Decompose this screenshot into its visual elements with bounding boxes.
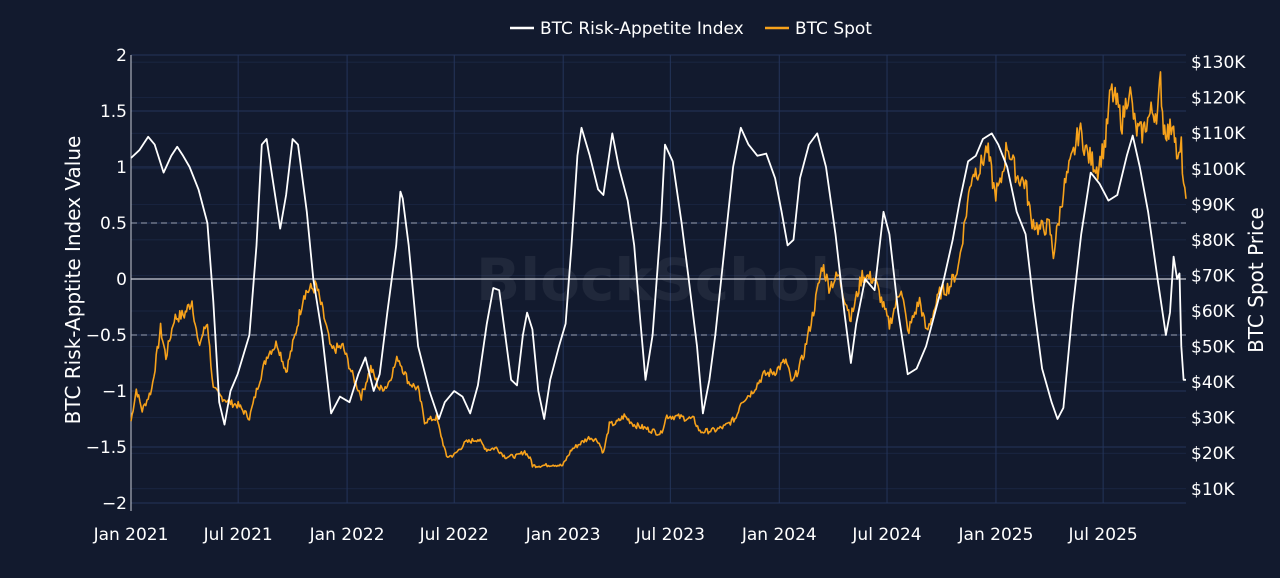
risk-appetite-index-line	[130, 126, 1186, 426]
right-tick-label: $50K	[1191, 338, 1235, 358]
left-tick-label: −2	[102, 494, 127, 514]
series-layer	[130, 71, 1187, 469]
left-tick-label: 1.5	[100, 102, 127, 122]
x-tick-label: Jan 2021	[93, 525, 169, 545]
x-tick-label: Jul 2022	[419, 525, 489, 545]
right-tick-label: $30K	[1191, 409, 1235, 429]
x-tick-label: Jan 2023	[525, 525, 601, 545]
left-axis-title: BTC Risk-Apptite Index Value	[61, 136, 85, 425]
reference-lines	[131, 222, 1186, 336]
x-tick-label: Jan 2025	[958, 525, 1034, 545]
right-tick-label: $130K	[1191, 53, 1246, 73]
left-tick-label: −1	[102, 382, 127, 402]
left-tick-label: −1.5	[86, 438, 127, 458]
left-tick-label: −0.5	[86, 326, 127, 346]
x-axis-ticks: Jan 2021 Jul 2021 Jan 2022 Jul 2022 Jan 2023…	[93, 525, 1138, 545]
x-tick-label: Jul 2024	[851, 525, 921, 545]
right-tick-label: $20K	[1191, 444, 1235, 464]
right-axis-ticks: $130K $120K $110K $100K $90K $80K $70K $60K $50K…	[1191, 53, 1246, 500]
legend: BTC Risk-Appetite Index BTC Spot	[510, 19, 872, 39]
right-tick-label: $70K	[1191, 266, 1235, 286]
right-axis-title: BTC Spot Price	[1244, 207, 1268, 353]
right-tick-label: $60K	[1191, 302, 1235, 322]
right-tick-label: $110K	[1191, 124, 1246, 144]
x-tick-label: Jul 2023	[635, 525, 705, 545]
btc-spot-line	[130, 71, 1187, 469]
right-tick-label: $80K	[1191, 231, 1235, 251]
x-tick-label: Jan 2024	[741, 525, 817, 545]
x-tick-label: Jan 2022	[309, 525, 385, 545]
grid-layer	[130, 54, 1186, 511]
right-tick-label: $90K	[1191, 195, 1235, 215]
right-tick-label: $120K	[1191, 89, 1246, 109]
x-tick-label: Jul 2021	[203, 525, 273, 545]
left-tick-label: 1	[116, 158, 127, 178]
left-axis-ticks: 2 1.5 1 0.5 0 −0.5 −1 −1.5 −2	[86, 46, 127, 514]
right-tick-label: $40K	[1191, 373, 1235, 393]
watermark: BlockScholes	[476, 246, 904, 314]
x-tick-label: Jul 2025	[1068, 525, 1138, 545]
legend-label: BTC Risk-Appetite Index	[540, 19, 744, 39]
legend-label: BTC Spot	[795, 19, 872, 39]
left-tick-label: 2	[116, 46, 127, 66]
left-tick-label: 0.5	[100, 214, 127, 234]
right-tick-label: $100K	[1191, 160, 1246, 180]
right-tick-label: $10K	[1191, 480, 1235, 500]
left-tick-label: 0	[116, 270, 127, 290]
